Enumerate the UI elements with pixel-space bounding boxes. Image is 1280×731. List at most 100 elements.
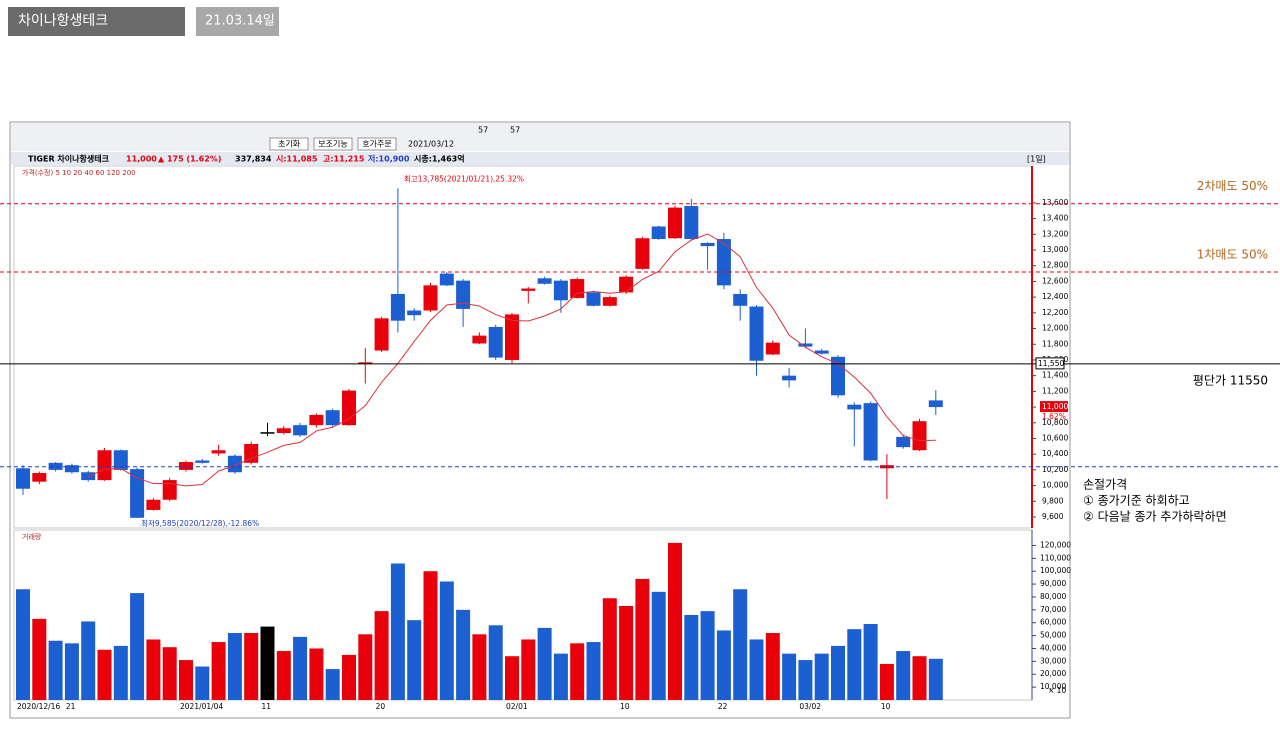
volume-bar [863,624,878,700]
volume-tick-label: 110,000 [1040,553,1071,562]
candle-body [390,293,405,321]
stop-loss-note: 손절가격 [1083,478,1127,492]
last-price: 11,000 [1042,402,1068,411]
volume-bar [521,639,536,700]
candle-body [472,335,487,344]
volume-bar [814,653,829,700]
candle-body [293,425,308,436]
y-tick-label: 11,200 [1042,386,1068,395]
volume-bar [325,669,340,700]
volume-tick-label: 80,000 [1040,592,1066,601]
volume-bar [912,656,927,700]
volume-bar [700,611,715,700]
avg-price-box [1035,357,1065,370]
toolbar-button [269,137,309,151]
ma-line [87,233,936,487]
title-box [8,7,185,36]
x-tick-label: 22 [718,702,728,711]
candle-body [635,238,650,269]
volume-bar [244,633,259,700]
info-low: 저:10,900 [368,154,410,164]
volume-bar [619,605,634,700]
info-bar [11,152,1069,165]
volume-tick-label: 100,000 [1040,566,1071,575]
volume-bar [570,643,585,700]
y-tick-label: 12,200 [1042,308,1068,317]
candle-body [684,206,699,240]
x-tick-label: 11 [262,702,272,711]
volume-tick-label: 10,000 [1040,682,1066,691]
volume-bar [456,609,471,700]
candle-body [537,278,552,284]
period: [1일] [1027,155,1046,164]
candle-body [97,450,112,481]
last-price-box [1040,401,1068,413]
x-tick-label: 03/02 [799,702,821,711]
volume-bar [635,578,650,700]
candle-body [765,342,780,355]
y-tick-label: 10,000 [1042,481,1068,490]
volume-bar [16,589,30,700]
candle-body [928,400,943,408]
page-title: 차이나항생테크 [18,13,108,29]
candle-body [831,356,845,396]
high-note: 최고13,785(2021/01/21),25.32% [404,173,524,183]
candle-body [733,293,748,306]
legend: 가격(수정) 5 10 20 40 60 120 200 [22,168,136,177]
volume-bar [472,634,487,700]
candle-body [423,285,438,311]
volume-title: 거래량 [22,532,42,541]
price-panel [13,165,1033,529]
info-open: 시:11,085 [276,155,318,164]
volume-tick-label: 90,000 [1040,579,1066,588]
candle-body [227,455,242,473]
candle-body [798,343,813,347]
candle-body [456,280,471,309]
info-change: ▲ 175 (1.62%) [158,155,222,164]
volume-bar [488,625,503,700]
volume-tick-label: 60,000 [1040,618,1066,627]
volume-bar [716,630,731,700]
toolbar-date: 2021/03/12 [408,140,454,149]
low-note: 최저9,585(2020/12/28),-12.86% [141,518,259,528]
toolbar-button-label: 초기화 [278,140,301,149]
y-tick-label: 9,600 [1042,512,1064,521]
volume-bar [48,640,63,700]
candle-body [847,404,862,410]
volume-bar [684,615,699,700]
candle-body [749,306,764,361]
stop-loss-note: ② 다음날 종가 추가하락하면 [1083,510,1227,524]
y-tick-label: 12,800 [1042,261,1068,270]
y-tick-label: 10,600 [1042,433,1068,442]
volume-bar [407,620,422,700]
y-tick-label: 12,400 [1042,292,1068,301]
volume-bar [309,648,324,700]
volume-bar [162,647,177,700]
avg-price: 11,550 [1038,359,1064,368]
candle-body [488,326,503,358]
candle-body [81,472,96,481]
volume-bar [64,643,79,700]
volume-bar [798,660,813,700]
toolbar-count: 57 [478,126,488,135]
candle-body [814,350,829,354]
volume-bar [97,649,112,700]
volume-bar [749,639,764,700]
candle-body [619,276,634,293]
volume-bar [423,571,438,700]
volume-unit: × 10 [1048,686,1066,695]
candle-body [325,410,340,426]
date-box [196,7,279,36]
x-tick-label: 21 [66,702,76,711]
volume-bar [602,598,617,700]
y-tick-label: 13,600 [1042,198,1068,207]
level-label: 2차매도 50% [1197,179,1268,193]
candle-body [276,428,291,433]
volume-bar [358,634,373,700]
candle-body [32,473,47,482]
candle-body [912,421,927,451]
x-tick-label: 20 [376,702,386,711]
candle-body [651,226,666,240]
